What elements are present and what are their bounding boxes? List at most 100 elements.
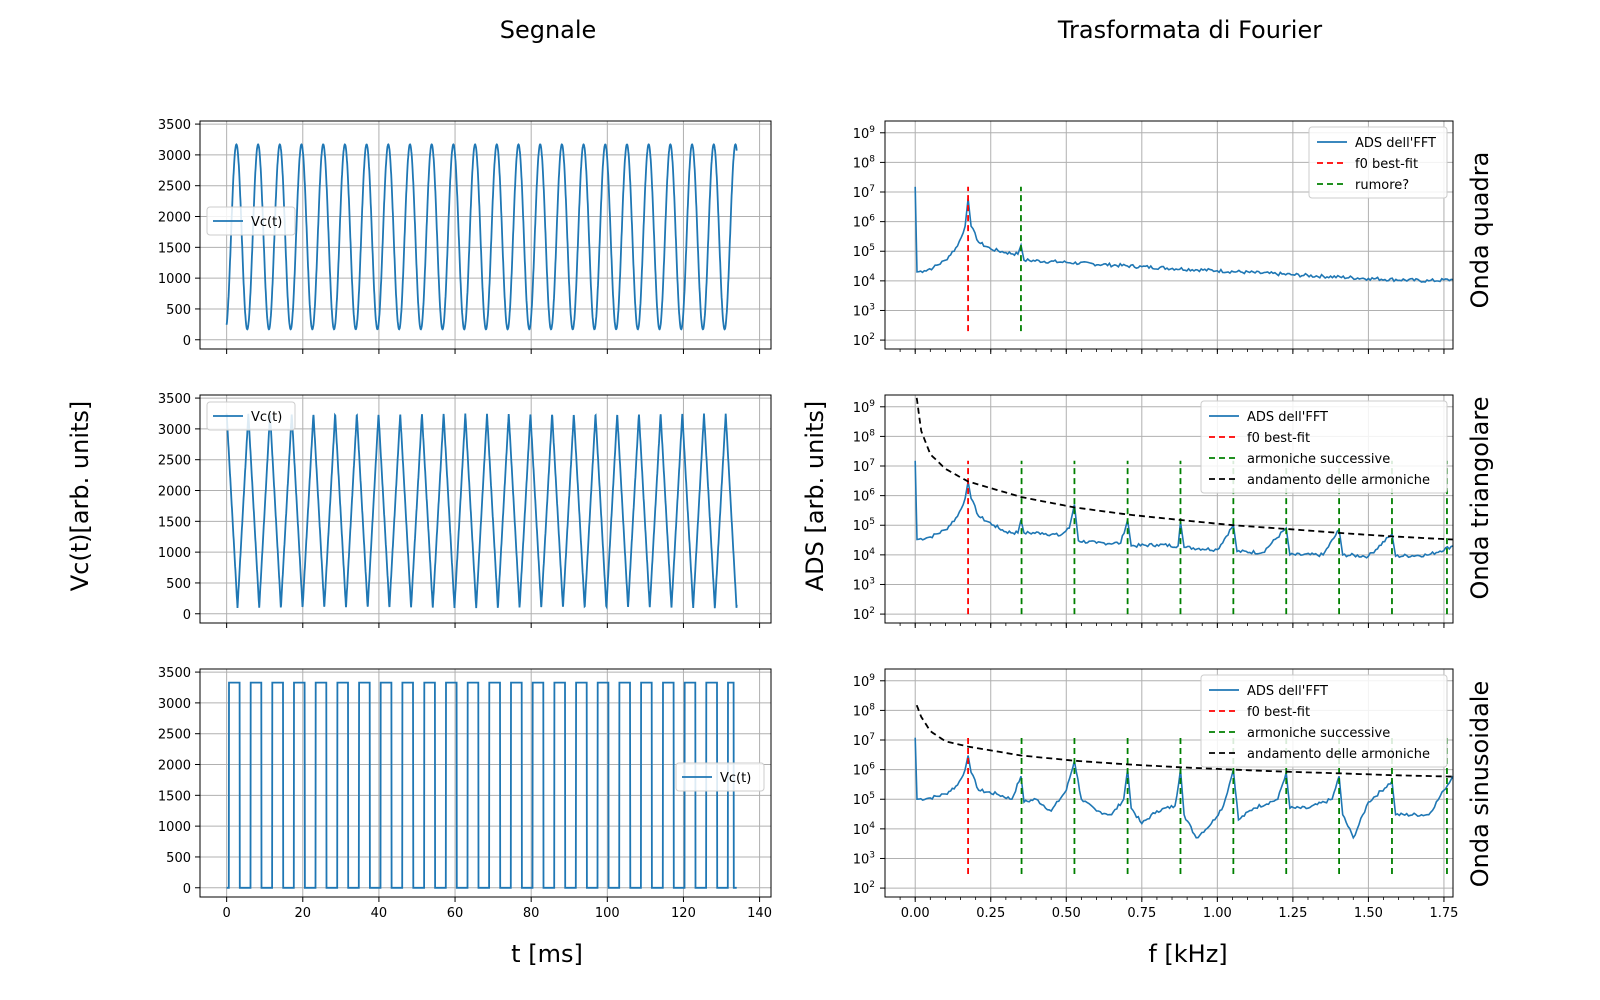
time-panel-3-xtick-label: 60 (447, 906, 464, 921)
fft-panel-3-legend-label: armoniche successive (1247, 726, 1390, 741)
fft-panel-3-xtick-label: 1.50 (1354, 906, 1383, 921)
fft-panel-2-ytick-label: 104 (853, 547, 876, 564)
fft-panel-2-ytick-label: 108 (853, 428, 876, 445)
fft-panel-3-xtick-label: 0.75 (1127, 906, 1156, 921)
right-x-axis-label: f [kHz] (1148, 940, 1228, 968)
time-panel-2-frame (199, 394, 772, 624)
time-panel-1-frame (199, 120, 772, 350)
fft-panel-3-trend-line (915, 704, 1454, 778)
fft-panel-1-legend-label: ADS dell'FFT (1355, 136, 1436, 151)
time-panel-1-group: 0 500 1000 1500 2000 2500 3000 3500 Vc(t) (158, 118, 771, 354)
time-panel-3-xtick-label: 100 (595, 906, 620, 921)
fft-panel-1-spectrum-line (914, 186, 1454, 283)
time-panel-2-ytick-label: 3000 (158, 423, 191, 438)
time-panel-3-legend-label: Vc(t) (720, 771, 751, 786)
fft-panel-2-ytick-label: 102 (853, 606, 875, 623)
fft-panel-3-ytick-label: 108 (853, 702, 876, 719)
time-panel-3-xtick-label: 140 (747, 906, 772, 921)
time-panel-1-ytick-label: 1000 (158, 272, 191, 287)
fft-panel-2-legend-label: andamento delle armoniche (1247, 473, 1430, 488)
time-panel-3-series-line (226, 681, 737, 889)
fft-panel-1-legend-label: rumore? (1355, 178, 1409, 193)
time-panel-1-ytick-label: 500 (166, 303, 191, 318)
fft-panel-1-ytick-label: 104 (853, 273, 876, 290)
time-panel-3-ytick-label: 1000 (158, 820, 191, 835)
time-panel-1-ytick-label: 3000 (158, 149, 191, 164)
time-panel-3-xtick-label: 0 (223, 906, 231, 921)
time-panel-3-legend (675, 762, 765, 792)
fft-panel-1-frame (884, 120, 1454, 350)
fft-panel-3-xtick-label: 1.00 (1203, 906, 1232, 921)
fft-panel-3-legend (1200, 674, 1448, 768)
fft-panel-2-ytick-label: 107 (853, 458, 875, 475)
time-panel-3-xtick-label: 80 (523, 906, 540, 921)
fft-panel-2-trend-line (915, 397, 1454, 541)
time-panel-3-ytick-label: 500 (166, 851, 191, 866)
fft-panel-3-ytick-label: 102 (853, 880, 875, 897)
time-panel-2-ytick-label: 0 (183, 608, 191, 623)
fft-panel-2-ytick-label: 106 (853, 488, 876, 505)
fft-panel-3-legend-label: f0 best-fit (1247, 705, 1310, 720)
fft-panel-2-ytick-label: 109 (853, 399, 876, 416)
time-panel-3-ytick-label: 2000 (158, 759, 191, 774)
time-panel-3-xtick-label: 40 (371, 906, 388, 921)
fft-panel-2-legend (1200, 400, 1448, 494)
fft-panel-1-legend-label: f0 best-fit (1355, 157, 1418, 172)
fft-panel-2-group: 102 103 104 105 106 107 108 109 ADS dell'FFT f0 b… (853, 395, 1454, 628)
fft-panel-3-ytick-label: 109 (853, 673, 876, 690)
time-panel-2-ytick-label: 1500 (158, 515, 191, 530)
fft-panel-3-legend-label: ADS dell'FFT (1247, 684, 1328, 699)
time-panel-2-ytick-label: 1000 (158, 546, 191, 561)
fft-panel-1-group: 102 103 104 105 106 107 108 109 ADS dell'FFT f0 b… (853, 121, 1454, 354)
time-panel-2-legend (206, 401, 296, 431)
fft-panel-3-xtick-label: 0.00 (901, 906, 930, 921)
fft-panel-2-spectrum-line (914, 460, 1454, 559)
time-panel-3-group: 0 20 40 60 80 100 120 140 0 500 1000 1500 2000 2500 30… (158, 666, 772, 921)
fft-panel-1-legend (1308, 126, 1448, 199)
time-panel-2-ytick-label: 2500 (158, 454, 191, 469)
time-panel-2-ytick-label: 500 (166, 577, 191, 592)
time-panel-1-ytick-label: 2000 (158, 211, 191, 226)
fft-panel-1-ytick-label: 102 (853, 332, 875, 349)
time-panel-1-ytick-label: 1500 (158, 241, 191, 256)
time-panel-1-legend-label: Vc(t) (251, 215, 282, 230)
fft-panel-3-ytick-label: 104 (853, 821, 876, 838)
fft-panel-1-ytick-label: 107 (853, 184, 875, 201)
time-panel-3-ytick-label: 3500 (158, 666, 191, 681)
fft-panel-2-ytick-label: 103 (853, 576, 875, 593)
left-column-title: Segnale (499, 16, 597, 44)
time-panel-1-series-line (225, 143, 738, 331)
fft-panel-3-group: 0.00 0.25 0.50 0.75 1.00 1.25 1.50 1.75 102 103 10… (853, 669, 1458, 921)
time-panel-3-ytick-label: 0 (183, 882, 191, 897)
left-x-axis-label: t [ms] (511, 940, 583, 968)
fft-panel-3-spectrum-line (914, 737, 1454, 840)
time-panel-3-ytick-label: 3000 (158, 697, 191, 712)
time-panel-3-xtick-label: 20 (295, 906, 312, 921)
fft-panel-1-ytick-label: 106 (853, 214, 876, 231)
time-panel-2-group: 0 500 1000 1500 2000 2500 3000 3500 Vc(t) (158, 392, 771, 628)
time-panel-1-legend (206, 206, 296, 236)
time-panel-2-series-line (225, 412, 738, 611)
fft-panel-3-ytick-label: 107 (853, 732, 875, 749)
time-panel-3-ytick-label: 2500 (158, 728, 191, 743)
fft-panel-1-ytick-label: 109 (853, 125, 876, 142)
fft-panel-1-ytick-label: 105 (853, 243, 875, 260)
time-panel-2-legend-label: Vc(t) (251, 410, 282, 425)
fft-panel-2-frame (884, 394, 1454, 624)
fft-panel-3-ytick-label: 106 (853, 762, 876, 779)
right-column-title: Trasformata di Fourier (1057, 16, 1323, 44)
time-panel-1-ytick-label: 0 (183, 334, 191, 349)
fft-panel-2-legend-label: f0 best-fit (1247, 431, 1310, 446)
fft-panel-1-ytick-label: 103 (853, 302, 875, 319)
fft-panel-3-frame (884, 668, 1454, 898)
time-panel-2-ytick-label: 2000 (158, 485, 191, 500)
time-panel-1-ytick-label: 2500 (158, 180, 191, 195)
fft-panel-3-xtick-label: 0.25 (976, 906, 1005, 921)
fft-panel-3-ytick-label: 103 (853, 850, 875, 867)
fft-panel-2-legend-label: armoniche successive (1247, 452, 1390, 467)
fft-panel-3-xtick-label: 1.75 (1429, 906, 1458, 921)
fft-panel-3-ytick-label: 105 (853, 791, 875, 808)
fft-panel-3-xtick-label: 1.25 (1278, 906, 1307, 921)
fft-panel-2-ytick-label: 105 (853, 517, 875, 534)
